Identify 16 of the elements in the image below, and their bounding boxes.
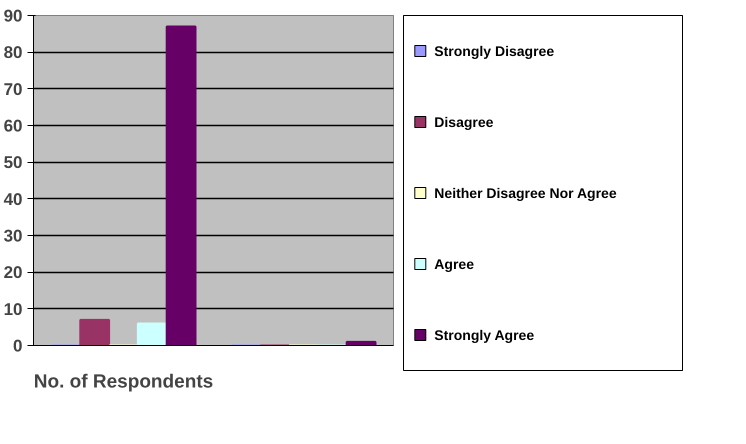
- y-tick-label: 0: [13, 336, 23, 356]
- y-tick-label: 90: [4, 6, 23, 26]
- y-tick-label: 30: [4, 226, 23, 246]
- legend-label: Strongly Disagree: [434, 43, 554, 59]
- y-tick-label: 10: [4, 300, 23, 319]
- y-tick-label: 20: [4, 263, 23, 282]
- y-tick-label: 70: [4, 80, 23, 99]
- y-tick-label: 50: [4, 153, 23, 172]
- legend-label: Neither Disagree Nor Agree: [434, 185, 617, 201]
- legend-label: Strongly Agree: [434, 327, 534, 343]
- y-tick-label: 60: [4, 116, 23, 136]
- x-tick-label: No. of Respondents: [34, 372, 214, 392]
- y-tick-label: 80: [4, 43, 23, 62]
- legend-label: Agree: [434, 256, 474, 272]
- legend-label: Disagree: [434, 114, 494, 130]
- y-tick-label: 40: [4, 190, 23, 209]
